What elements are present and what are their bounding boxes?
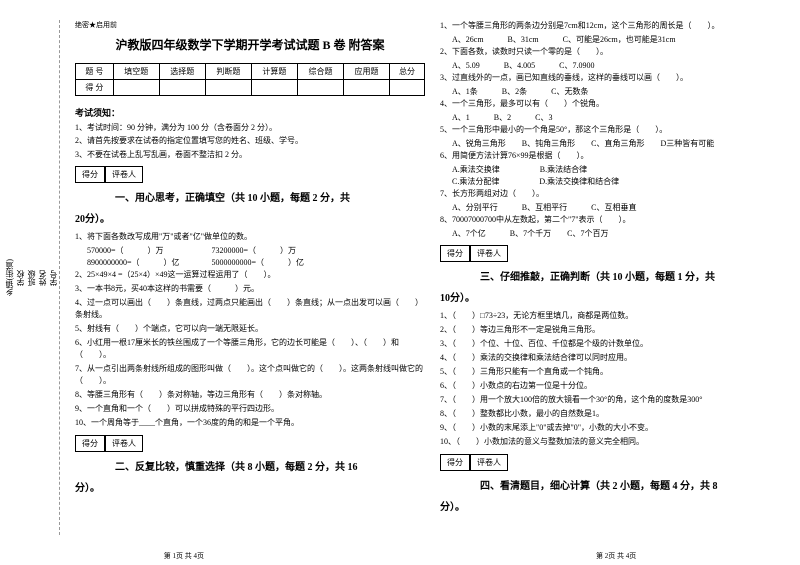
q1-4: 4、过一点可以画出（ ）条直线，过两点只能画出（ ）条直线；从一点出发可以画（ … xyxy=(75,297,425,321)
q2-6o1: A.乘法交换律 B.乘法结合律 xyxy=(440,164,790,175)
right-column: 1、一个等腰三角形的两条边分别是7cm和12cm，这个三角形的周长是（ ）。 A… xyxy=(440,20,790,535)
left-column: 绝密★启用前 沪教版四年级数学下学期开学考试试题 B 卷 附答案 题 号 填空题… xyxy=(75,20,425,535)
score-box-1: 得分 评卷人 xyxy=(75,166,425,183)
q3-5: 5、（ ）三角形只能有一个直角或一个钝角。 xyxy=(440,366,790,378)
q2-8: 8、70007000700中从左数起，第二个"7"表示（ ）。 xyxy=(440,214,790,226)
q2-7o: A、分别平行 B、互相平行 C、互相垂直 xyxy=(440,202,790,213)
sb-grader: 评卷人 xyxy=(470,245,508,262)
q2-6: 6、用简便方法计算76×99是根据（ ）。 xyxy=(440,150,790,162)
secret-label: 绝密★启用前 xyxy=(75,20,425,30)
q2-7: 7、长方形两组对边（ ）。 xyxy=(440,188,790,200)
section-3-title2: 10分）。 xyxy=(440,289,790,304)
sb-score: 得分 xyxy=(75,435,105,452)
main-content: 绝密★启用前 沪教版四年级数学下学期开学考试试题 B 卷 附答案 题 号 填空题… xyxy=(60,20,790,535)
q2-1o: A、26cm B、31cm C、可能是26cm，也可能是31cm xyxy=(440,34,790,45)
q3-8: 8、（ ）整数都比小数，最小的自然数是1。 xyxy=(440,408,790,420)
q1-5: 5、射线有（ ）个端点，它可以向一端无限延长。 xyxy=(75,323,425,335)
q2-3o: A、1条 B、2条 C、无数条 xyxy=(440,86,790,97)
q3-10: 10、（ ）小数加法的意义与整数加法的意义完全相同。 xyxy=(440,436,790,448)
sb-grader: 评卷人 xyxy=(470,454,508,471)
th-comp: 综合题 xyxy=(297,64,343,80)
q2-6o2: C.乘法分配律 D.乘法交换律和结合律 xyxy=(440,176,790,187)
q2-1: 1、一个等腰三角形的两条边分别是7cm和12cm，这个三角形的周长是（ ）。 xyxy=(440,20,790,32)
q3-7: 7、（ ）用一个放大100倍的放大镜看一个30°的角，这个角的度数是300° xyxy=(440,394,790,406)
q3-9: 9、（ ）小数的末尾添上"0"或去掉"0"，小数的大小不变。 xyxy=(440,422,790,434)
score-box-4: 得分 评卷人 xyxy=(440,454,790,471)
th-num: 题 号 xyxy=(76,64,114,80)
q1-9: 9、一个直角和一个（ ）可以拼成特殊的平行四边形。 xyxy=(75,403,425,415)
th-judge: 判断题 xyxy=(205,64,251,80)
th-app: 应用题 xyxy=(344,64,390,80)
sb-score: 得分 xyxy=(75,166,105,183)
notice-title: 考试须知： xyxy=(75,106,425,119)
th-total: 总分 xyxy=(390,64,425,80)
q2-4: 4、一个三角形，最多可以有（ ）个锐角。 xyxy=(440,98,790,110)
page-footer: 第 1页 共 4页 第 2页 共 4页 xyxy=(0,551,800,561)
table-row: 题 号 填空题 选择题 判断题 计算题 综合题 应用题 总分 xyxy=(76,64,425,80)
sidebar-label-class: 班级 xyxy=(26,270,37,286)
q3-3: 3、（ ）个位、十位、百位、千位都是个级的计数单位。 xyxy=(440,338,790,350)
q1-1a: 570000=（ ）万 73200000=（ ）万 xyxy=(75,245,425,256)
q2-2: 2、下面各数，读数时只读一个零的是（ ）。 xyxy=(440,46,790,58)
q1-3: 3、一本书8元，买40本这样的书需要（ ）元。 xyxy=(75,283,425,295)
score-table: 题 号 填空题 选择题 判断题 计算题 综合题 应用题 总分 得 分 xyxy=(75,63,425,96)
table-row: 得 分 xyxy=(76,80,425,96)
binding-sidebar: 学号 姓名 班级 学校 乡镇(街道) xyxy=(10,20,60,535)
q3-4: 4、（ ）乘法的交换律和乘法结合律可以同时应用。 xyxy=(440,352,790,364)
sb-grader: 评卷人 xyxy=(105,435,143,452)
section-2-title2: 分）。 xyxy=(75,479,425,494)
section-4-title2: 分）。 xyxy=(440,498,790,513)
score-box-3: 得分 评卷人 xyxy=(440,245,790,262)
q3-6: 6、（ ）小数点的右边第一位是十分位。 xyxy=(440,380,790,392)
sidebar-label-id: 学号 xyxy=(48,270,59,286)
sidebar-label-school: 学校 xyxy=(15,270,26,286)
sb-grader: 评卷人 xyxy=(105,166,143,183)
q3-1: 1、（ ）□73÷23，无论方框里填几，商都是两位数。 xyxy=(440,310,790,322)
q3-2: 2、（ ）等边三角形不一定是锐角三角形。 xyxy=(440,324,790,336)
exam-title: 沪教版四年级数学下学期开学考试试题 B 卷 附答案 xyxy=(75,36,425,53)
q1-1b: 8900000000=（ ）亿 5000000000=（ ）亿 xyxy=(75,257,425,268)
section-2-title: 二、反复比较，慎重选择（共 8 小题，每题 2 分，共 16 xyxy=(75,458,425,473)
q2-5: 5、一个三角形中最小的一个角是50°，那这个三角形是（ ）。 xyxy=(440,124,790,136)
exam-page: 学号 姓名 班级 学校 乡镇(街道) 绝密★启用前 沪教版四年级数学下学期开学考… xyxy=(0,0,800,540)
th-calc: 计算题 xyxy=(251,64,297,80)
q2-8o: A、7个亿 B、7个千万 C、7个百万 xyxy=(440,228,790,239)
notice-1: 1、考试时间：90 分钟，满分为 100 分（含卷面分 2 分）。 xyxy=(75,123,425,133)
notice-3: 3、不要在试卷上乱写乱画，卷面不整洁扣 2 分。 xyxy=(75,150,425,160)
section-4-title: 四、看清题目，细心计算（共 2 小题，每题 4 分，共 8 xyxy=(440,477,790,492)
section-3-title: 三、仔细推敲，正确判断（共 10 小题，每题 1 分，共 xyxy=(440,268,790,283)
sidebar-label-name: 姓名 xyxy=(37,270,48,286)
notice-2: 2、请首先按要求在试卷的指定位置填写您的姓名、班级、学号。 xyxy=(75,136,425,146)
q1-2: 2、25×49×4 =（25×4）×49这一运算过程运用了（ ）。 xyxy=(75,269,425,281)
q1-6: 6、小红用一根17厘米长的铁丝围成了一个等腰三角形，它的边长可能是（ ）、（ ）… xyxy=(75,337,425,361)
q2-4o: A、1 B、2 C、3 xyxy=(440,112,790,123)
q2-2o: A、5.09 B、4.005 C、7.0900 xyxy=(440,60,790,71)
q1-7: 7、从一点引出两条射线所组成的图形叫做（ ）。这个点叫做它的（ ）。这两条射线叫… xyxy=(75,363,425,387)
q1-1: 1、将下面各数改写成用"万"或者"亿"做单位的数。 xyxy=(75,231,425,243)
sb-score: 得分 xyxy=(440,454,470,471)
sb-score: 得分 xyxy=(440,245,470,262)
th-choice: 选择题 xyxy=(159,64,205,80)
sidebar-label-district: 乡镇(街道) xyxy=(4,259,15,296)
q1-8: 8、等腰三角形有（ ）条对称轴，等边三角形有（ ）条对称轴。 xyxy=(75,389,425,401)
q1-10: 10、一个周角等于____个直角，一个36度的角的和是一个平角。 xyxy=(75,417,425,429)
q2-3: 3、过直线外的一点，画已知直线的垂线，这样的垂线可以画（ ）。 xyxy=(440,72,790,84)
td-score: 得 分 xyxy=(76,80,114,96)
q2-5o: A、锐角三角形 B、钝角三角形 C、直角三角形 D三种皆有可能 xyxy=(440,138,790,149)
section-1-title2: 20分）。 xyxy=(75,210,425,225)
section-1-title: 一、用心思考，正确填空（共 10 小题，每题 2 分，共 xyxy=(75,189,425,204)
score-box-2: 得分 评卷人 xyxy=(75,435,425,452)
th-fill: 填空题 xyxy=(113,64,159,80)
